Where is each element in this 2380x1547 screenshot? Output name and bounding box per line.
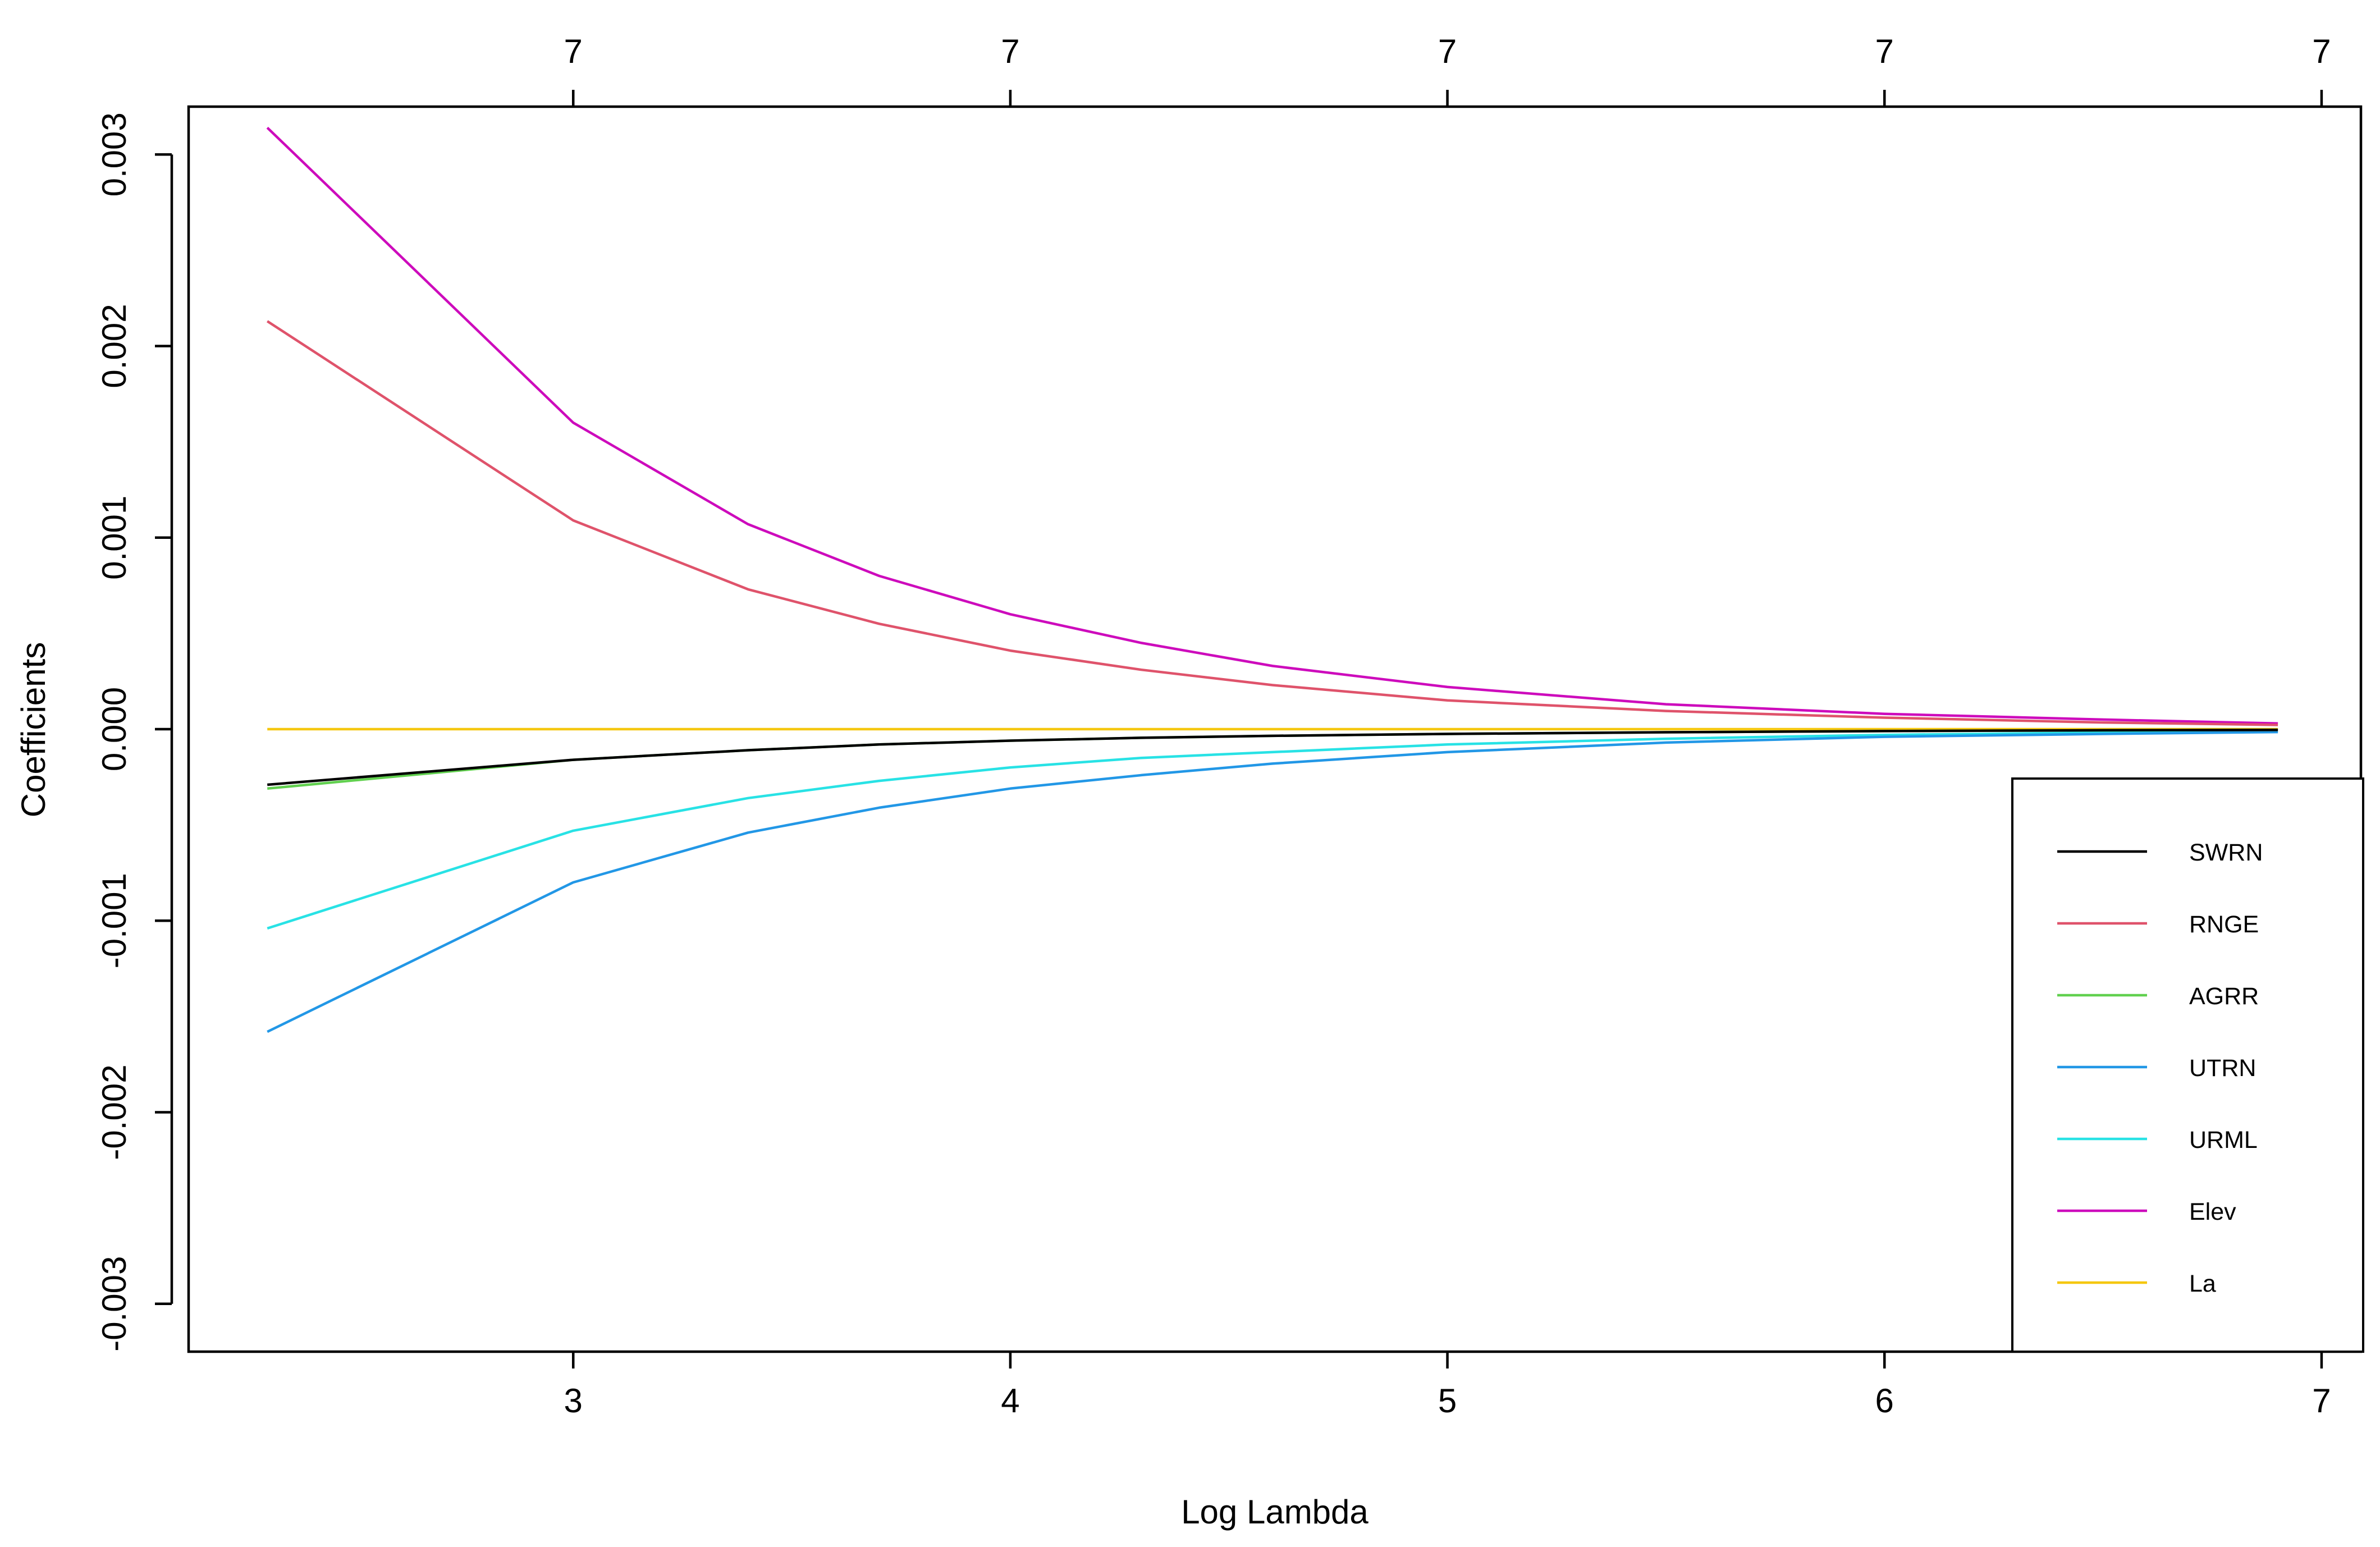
legend-label-la: La: [2189, 1270, 2216, 1297]
series-line-urml: [267, 730, 2278, 930]
series-line-utrn: [267, 730, 2278, 1033]
top-axis: 7 7 7 7 7: [564, 33, 2331, 107]
series-line-elev: [266, 126, 2278, 725]
x-tick-label: 3: [564, 1382, 583, 1420]
x-tick-label: 7: [2312, 1382, 2331, 1420]
legend-label-elev: Elev: [2189, 1198, 2236, 1225]
y-tick-label: 0.003: [95, 112, 133, 196]
top-tick-label: 7: [1875, 33, 1894, 70]
legend-box: [2011, 777, 2364, 1353]
top-tick-label: 7: [1438, 33, 1457, 70]
y-tick-label: 0.000: [95, 687, 133, 771]
legend-label-rnge: RNGE: [2189, 911, 2259, 938]
legend-label-utrn: UTRN: [2189, 1055, 2256, 1082]
y-tick-label: -0.003: [95, 1256, 133, 1352]
series-line-swrn: [267, 729, 2278, 786]
legend: SWRN RNGE AGRR UTRN URML Elev La: [2011, 777, 2364, 1353]
legend-label-swrn: SWRN: [2189, 839, 2263, 866]
legend-label-agrr: AGRR: [2189, 983, 2259, 1010]
plot-lines: [266, 126, 2278, 1033]
y-tick-label: -0.002: [95, 1064, 133, 1160]
plot-frame: [187, 105, 2363, 1353]
y-tick-label: 0.001: [95, 496, 133, 580]
x-tick-label: 4: [1001, 1382, 1019, 1420]
x-tick-label: 5: [1438, 1382, 1457, 1420]
top-tick-label: 7: [2312, 33, 2331, 70]
y-axis: -0.003 -0.002 -0.001 0.000 0.001 0.002 0.003: [95, 112, 173, 1352]
series-line-rnge: [266, 320, 2278, 726]
top-tick-label: 7: [564, 33, 583, 70]
x-axis: 3 4 5 6 7: [564, 1352, 2331, 1420]
y-tick-label: -0.001: [95, 873, 133, 968]
y-axis-title: Coefficients: [15, 642, 52, 817]
x-axis-title: Log Lambda: [1181, 1493, 1368, 1531]
legend-label-urml: URML: [2189, 1127, 2258, 1154]
y-tick-label: 0.002: [95, 304, 133, 388]
x-tick-label: 6: [1875, 1382, 1894, 1420]
top-tick-label: 7: [1001, 33, 1019, 70]
